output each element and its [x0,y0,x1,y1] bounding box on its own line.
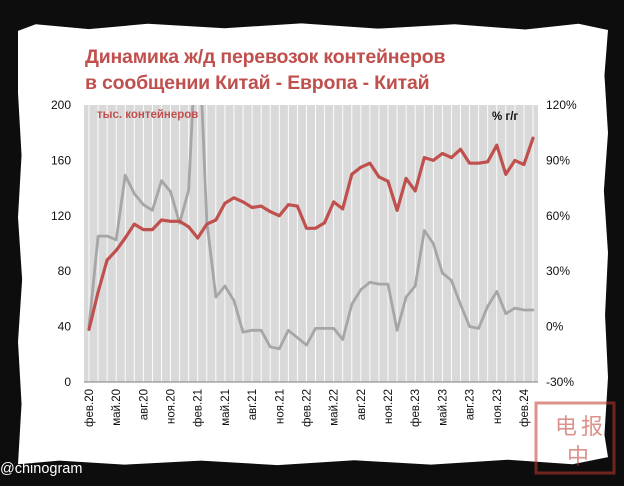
svg-text:中: 中 [567,445,589,470]
x-tick-label: май.22 [329,389,341,426]
x-tick-label: фев.21 [193,389,205,427]
left-axis-ticks: 0 40 80 120 160 200 [51,98,71,389]
right-tick-label: -30% [546,375,574,389]
x-tick-label: авг.21 [247,389,259,420]
svg-text:报: 报 [581,415,603,440]
left-tick-label: 0 [64,375,71,389]
x-tick-label: ноя.22 [383,389,395,424]
right-axis-ticks: -30% 0% 30% 60% 90% 120% [546,98,577,389]
series-line-volume [87,136,535,331]
right-axis-unit-label: % г/г [492,111,519,123]
x-tick-label: фев.23 [410,389,422,427]
left-tick-label: 40 [58,320,72,334]
right-tick-label: 120% [546,98,577,112]
right-tick-label: 0% [546,320,564,334]
x-tick-label: май.21 [220,389,232,426]
seal-stamp: 电 报 中 [534,401,616,475]
svg-text:电: 电 [555,415,577,440]
x-tick-label: ноя.20 [166,389,178,424]
x-tick-label: авг.20 [138,389,150,420]
chart-title-line-2: в сообщении Китай - Европа - Китай [85,72,430,94]
x-tick-label: фев.22 [301,389,313,427]
left-tick-label: 80 [58,264,72,278]
x-tick-label: ноя.23 [492,389,504,424]
series-line-yoy [87,105,535,351]
right-tick-label: 30% [546,264,570,278]
chart-title-line-1: Динамика ж/д перевозок контейнеров [85,46,446,68]
x-tick-label: май.20 [111,389,123,426]
x-tick-label: май.23 [437,389,449,426]
x-tick-label: авг.22 [356,389,368,420]
series-layer [87,105,535,351]
x-tick-label: ноя.21 [274,389,286,424]
x-tick-label: фев.24 [519,388,531,427]
left-axis-unit-label: тыс. контейнеров [97,109,199,121]
x-tick-label: авг.23 [465,389,477,420]
left-tick-label: 200 [51,98,71,112]
x-tick-label: фев.20 [84,389,96,427]
x-axis-ticks: фев.20 май.20 авг.20 ноя.20 фев.21 май.21 авг.… [84,388,531,427]
right-tick-label: 90% [546,153,570,167]
grid-lines [84,105,538,383]
left-tick-label: 160 [51,153,71,167]
right-tick-label: 60% [546,209,570,223]
channel-watermark: @chinogram [0,461,83,477]
left-tick-label: 120 [51,209,71,223]
